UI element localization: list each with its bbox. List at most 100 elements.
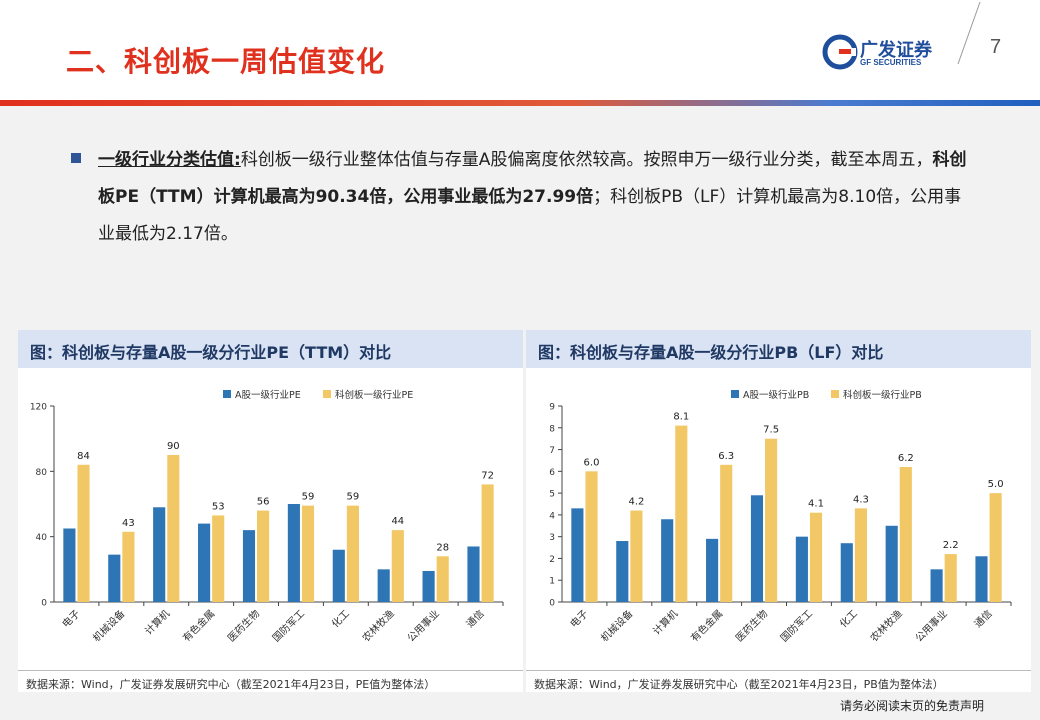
bar-a-share bbox=[153, 507, 166, 602]
pb-chart-header: 图：科创板与存量A股一级分行业PB（LF）对比 bbox=[526, 330, 1031, 368]
x-tick-label: 通信 bbox=[464, 608, 487, 631]
bar-star-market bbox=[720, 464, 733, 602]
pb-source-rule bbox=[526, 670, 1031, 671]
gf-logo-icon bbox=[822, 34, 858, 70]
data-label: 6.0 bbox=[584, 457, 600, 468]
y-tick-label: 0 bbox=[549, 599, 555, 609]
bar-star-market bbox=[167, 455, 180, 602]
bar-a-share bbox=[332, 549, 345, 602]
y-tick-label: 80 bbox=[36, 468, 48, 478]
x-tick-label: 电子 bbox=[567, 607, 590, 630]
pb-chart-title: 图：科创板与存量A股一级分行业PB（LF）对比 bbox=[538, 343, 884, 362]
y-tick-label: 7 bbox=[549, 446, 555, 456]
summary-text-2: 科创板PE（TTM）计算机最高为90.34倍，公用事业最低为27.99倍 bbox=[98, 150, 967, 207]
y-tick-label: 1 bbox=[549, 577, 555, 587]
pe-chart-title: 图：科创板与存量A股一级分行业PE（TTM）对比 bbox=[30, 343, 392, 362]
bar-a-share bbox=[467, 546, 480, 602]
bar-star-market bbox=[212, 515, 225, 602]
pe-chart-source: 数据来源：Wind，广发证券发展研究中心（截至2021年4月23日，PE值为整体… bbox=[26, 678, 436, 691]
bar-a-share bbox=[63, 528, 76, 602]
page-number: 7 bbox=[990, 36, 1002, 58]
data-label: 44 bbox=[391, 516, 404, 527]
bar-a-share bbox=[706, 538, 719, 602]
bar-star-market bbox=[77, 464, 90, 602]
bar-star-market bbox=[809, 512, 823, 602]
legend-swatch bbox=[323, 390, 331, 398]
company-logo: 广发证券 GF SECURITIES bbox=[820, 28, 950, 78]
bar-a-share bbox=[108, 554, 121, 602]
bar-a-share bbox=[616, 541, 629, 602]
logo-en: GF SECURITIES bbox=[860, 58, 922, 67]
bar-a-share bbox=[975, 556, 988, 602]
x-tick-label: 医药生物 bbox=[733, 607, 770, 644]
data-label: 28 bbox=[436, 542, 449, 553]
x-tick-label: 机械设备 bbox=[598, 607, 635, 644]
bar-star-market bbox=[301, 505, 315, 602]
bullet-icon bbox=[71, 153, 81, 163]
data-label: 6.2 bbox=[898, 453, 914, 464]
summary-paragraph: 一级行业分类估值:科创板一级行业整体估值与存量A股偏离度依然较高。按照申万一级行… bbox=[98, 142, 968, 253]
bar-a-share bbox=[242, 530, 256, 602]
bar-star-market bbox=[481, 484, 494, 602]
pe-chart: 0 40 80 120 84 电子 43 机械设备 90 计算机 53 有色金属 56 医药生物 59 国防军… bbox=[30, 389, 504, 644]
x-tick-label: 计算机 bbox=[142, 607, 172, 637]
data-label: 4.3 bbox=[853, 494, 869, 505]
bar-a-share bbox=[840, 543, 853, 602]
bar-star-market bbox=[989, 493, 1002, 602]
data-label: 4.1 bbox=[808, 499, 824, 510]
data-label: 2.2 bbox=[943, 540, 959, 551]
logo-name: 广发证券 bbox=[860, 40, 932, 61]
bar-star-market bbox=[854, 508, 867, 602]
bar-a-share bbox=[377, 569, 390, 602]
slash-divider bbox=[957, 1, 981, 65]
data-label: 5.0 bbox=[988, 479, 1004, 490]
pb-chart: 0 1 2 3 4 5 6 7 8 9 6.0 电子 4.2 机械设备 8.1 计算机 6.3 有色金属 7.5 医药… bbox=[549, 389, 1012, 644]
x-tick-label: 计算机 bbox=[650, 607, 680, 637]
bar-star-market bbox=[436, 556, 449, 602]
legend-swatch bbox=[223, 390, 231, 398]
data-label: 8.1 bbox=[673, 412, 689, 423]
x-tick-label: 公用事业 bbox=[404, 607, 441, 644]
x-tick-label: 机械设备 bbox=[90, 607, 127, 644]
summary-text-1: 科创板一级行业整体估值与存量A股偏离度依然较高。按照申万一级行业分类，截至本周五… bbox=[240, 150, 933, 170]
x-tick-label: 医药生物 bbox=[225, 607, 262, 644]
pe-chart-panel: 图：科创板与存量A股一级分行业PE（TTM）对比 0 40 80 120 84 电子 43 机… bbox=[18, 330, 523, 692]
data-label: 56 bbox=[257, 497, 270, 508]
bar-a-share bbox=[198, 523, 211, 602]
bar-star-market bbox=[675, 425, 688, 602]
x-tick-label: 农林牧渔 bbox=[359, 607, 396, 644]
data-label: 59 bbox=[302, 492, 315, 503]
y-tick-label: 6 bbox=[549, 468, 555, 478]
data-label: 6.3 bbox=[718, 451, 734, 462]
data-label: 7.5 bbox=[763, 425, 779, 436]
bar-star-market bbox=[899, 466, 912, 602]
bar-a-share bbox=[571, 508, 584, 602]
y-tick-label: 3 bbox=[549, 533, 555, 543]
header-rule bbox=[0, 100, 1040, 106]
y-tick-label: 120 bbox=[30, 403, 47, 413]
bar-star-market bbox=[346, 505, 359, 602]
data-label: 43 bbox=[122, 518, 135, 529]
legend-label: 科创板一级行业PE bbox=[335, 389, 413, 401]
pe-chart-header: 图：科创板与存量A股一级分行业PE（TTM）对比 bbox=[18, 330, 523, 368]
bar-star-market bbox=[630, 510, 643, 602]
bar-star-market bbox=[765, 438, 778, 602]
x-tick-label: 公用事业 bbox=[912, 607, 949, 644]
bar-star-market bbox=[257, 510, 270, 602]
pb-chart-panel: 图：科创板与存量A股一级分行业PB（LF）对比 0 1 2 3 4 5 6 7 8 9 6.0 电子 4… bbox=[526, 330, 1031, 692]
bar-a-share bbox=[287, 504, 300, 602]
bar-a-share bbox=[930, 569, 943, 602]
x-tick-label: 通信 bbox=[972, 608, 995, 631]
page-title: 二、科创板一周估值变化 bbox=[66, 45, 386, 78]
data-label: 90 bbox=[167, 441, 180, 452]
x-tick-label: 电子 bbox=[59, 607, 82, 630]
legend-label: A股一级行业PE bbox=[235, 389, 301, 401]
bar-star-market bbox=[944, 554, 957, 602]
y-tick-label: 40 bbox=[36, 533, 48, 543]
data-label: 72 bbox=[481, 470, 494, 481]
legend-label: 科创板一级行业PB bbox=[843, 389, 922, 401]
y-tick-label: 4 bbox=[549, 511, 555, 521]
legend-swatch bbox=[831, 390, 839, 398]
disclaimer: 请务必阅读末页的免责声明 bbox=[840, 699, 985, 713]
pe-source-rule bbox=[18, 670, 523, 671]
